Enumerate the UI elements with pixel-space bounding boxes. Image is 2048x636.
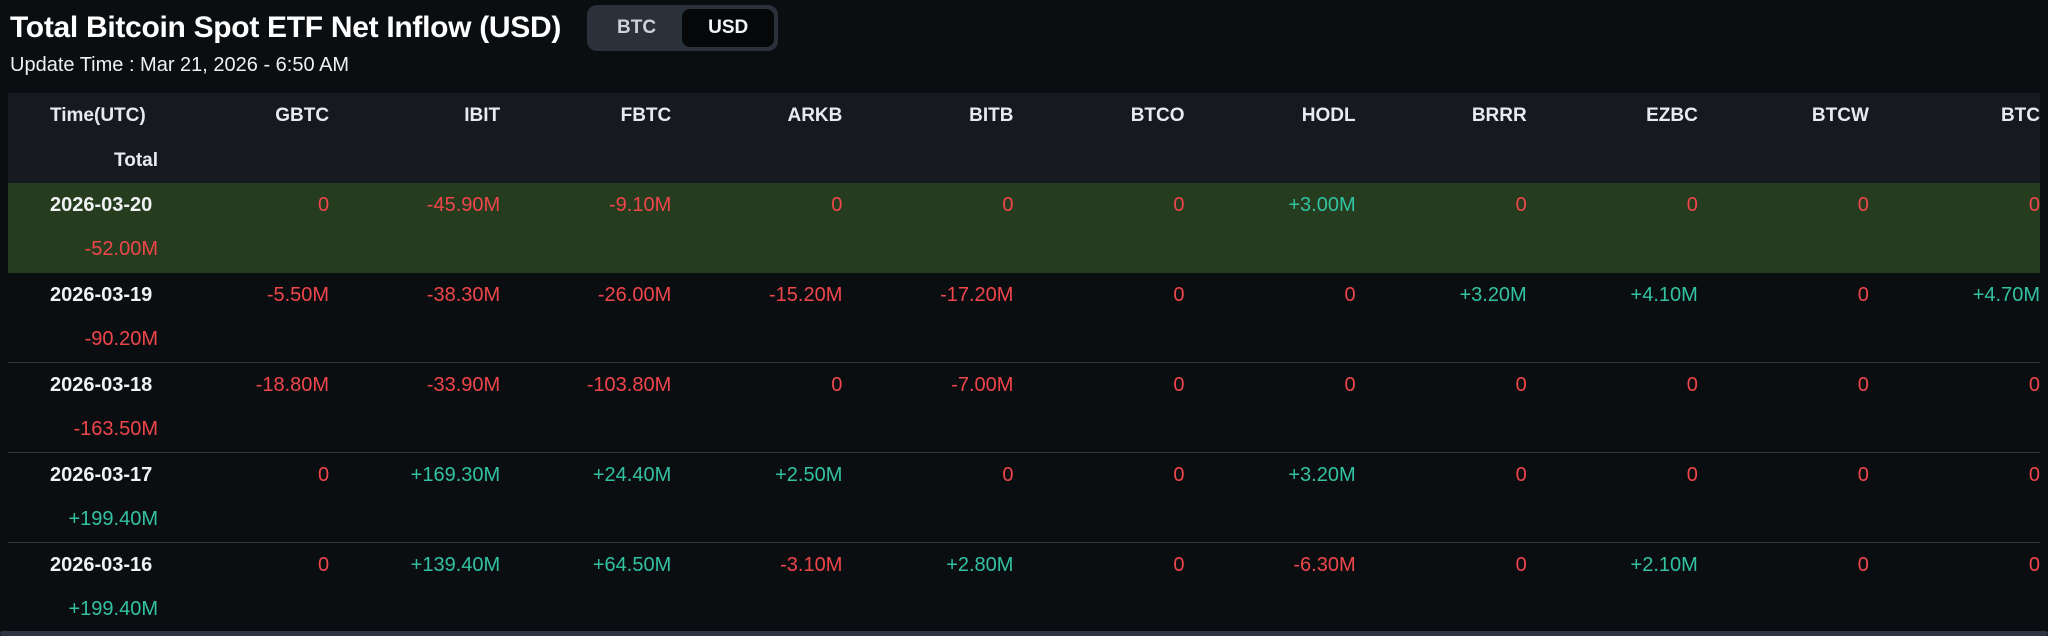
column-header-arkb: ARKB	[787, 104, 843, 126]
column-header-timeutc: Time(UTC)	[50, 104, 146, 126]
value-cell: +3.20M	[1459, 283, 1527, 306]
value-cell: 0	[1002, 463, 1014, 486]
value-cell: -38.30M	[426, 283, 501, 306]
row-date: 2026-03-19	[50, 283, 153, 306]
value-cell: +169.30M	[410, 463, 501, 486]
value-cell: +4.10M	[1630, 283, 1698, 306]
column-header-brrr: BRRR	[1471, 104, 1527, 126]
value-cell: 0	[1857, 193, 1869, 216]
value-cell: +2.10M	[1630, 553, 1698, 576]
value-cell: 0	[1857, 373, 1869, 396]
column-header-ezbc: EZBC	[1646, 104, 1698, 126]
row-date: 2026-03-17	[50, 463, 153, 486]
value-cell: 0	[1857, 553, 1869, 576]
value-cell: +24.40M	[592, 463, 672, 486]
value-cell: +3.20M	[1288, 463, 1356, 486]
table-row[interactable]: 2026-03-19 -5.50M -38.30M -26.00M -15.20M -17…	[8, 273, 2040, 363]
column-header-fbtc: FBTC	[620, 104, 672, 126]
value-cell: -15.20M	[768, 283, 843, 306]
currency-toggle[interactable]: BTC USD	[587, 5, 779, 51]
column-header-btco: BTCO	[1130, 104, 1185, 126]
table-header-row: Time(UTC) GBTC IBIT FBTC ARKB BITB BTCO HODL BRR…	[8, 93, 2040, 183]
column-header-btc: BTC	[2000, 104, 2040, 126]
value-cell: 0	[1173, 553, 1185, 576]
column-header-ibit: IBIT	[464, 104, 501, 126]
value-cell: 0	[1686, 373, 1698, 396]
value-cell: +139.40M	[410, 553, 501, 576]
value-cell: -7.00M	[951, 373, 1014, 396]
value-cell: +199.40M	[68, 508, 158, 531]
table-row[interactable]: 2026-03-16 0 +139.40M +64.50M -3.10M +2.80M 0 -…	[8, 543, 2040, 633]
column-header-bitb: BITB	[969, 104, 1014, 126]
value-cell: -52.00M	[84, 238, 158, 261]
value-cell: 0	[317, 193, 330, 216]
etf-inflow-table: Time(UTC) GBTC IBIT FBTC ARKB BITB BTCO HODL BRR…	[8, 93, 2040, 633]
row-date: 2026-03-18	[50, 373, 153, 396]
value-cell: +199.40M	[68, 598, 158, 621]
value-cell: 0	[2028, 463, 2040, 486]
value-cell: +2.80M	[946, 553, 1014, 576]
value-cell: +2.50M	[775, 463, 843, 486]
column-header-gbtc: GBTC	[275, 104, 330, 126]
update-time: Update Time : Mar 21, 2026 - 6:50 AM	[10, 54, 350, 76]
value-cell: 0	[1857, 283, 1869, 306]
value-cell: 0	[2028, 553, 2040, 576]
value-cell: 0	[1686, 463, 1698, 486]
value-cell: +64.50M	[592, 553, 672, 576]
value-cell: -3.10M	[780, 553, 843, 576]
row-date: 2026-03-20	[50, 193, 153, 216]
value-cell: -45.90M	[426, 193, 501, 216]
value-cell: 0	[1002, 193, 1014, 216]
toggle-usd-button[interactable]: USD	[682, 9, 775, 47]
table-row[interactable]: 2026-03-17 0 +169.30M +24.40M +2.50M 0 0 +3.20M…	[8, 453, 2040, 543]
value-cell: -6.30M	[1293, 553, 1356, 576]
value-cell: 0	[1173, 463, 1185, 486]
value-cell: 0	[1857, 463, 1869, 486]
value-cell: 0	[1344, 373, 1356, 396]
value-cell: -163.50M	[73, 418, 159, 441]
value-cell: +3.00M	[1288, 193, 1356, 216]
column-header-hodl: HODL	[1301, 104, 1356, 126]
column-header-btcw: BTCW	[1811, 104, 1869, 126]
toggle-btc-button[interactable]: BTC	[591, 9, 682, 47]
value-cell: 0	[317, 463, 330, 486]
title-bar: Total Bitcoin Spot ETF Net Inflow (USD) …	[0, 0, 2048, 51]
row-date: 2026-03-16	[50, 553, 153, 576]
value-cell: 0	[1173, 283, 1185, 306]
value-cell: 0	[831, 373, 843, 396]
table-row[interactable]: 2026-03-18 -18.80M -33.90M -103.80M 0 -7.00M 0…	[8, 363, 2040, 453]
value-cell: +4.70M	[1972, 283, 2040, 306]
table-row[interactable]: 2026-03-20 0 -45.90M -9.10M 0 0 0 +3.00M 0 0 0 0 -52…	[8, 183, 2040, 273]
value-cell: -5.50M	[266, 283, 330, 306]
value-cell: 0	[2028, 193, 2040, 216]
value-cell: 0	[1515, 193, 1527, 216]
value-cell: 0	[1515, 463, 1527, 486]
value-cell: 0	[1515, 553, 1527, 576]
table-body: 2026-03-20 0 -45.90M -9.10M 0 0 0 +3.00M 0 0 0 0 -52…	[8, 183, 2040, 633]
value-cell: -33.90M	[426, 373, 501, 396]
value-cell: -17.20M	[940, 283, 1014, 306]
horizontal-scrollbar[interactable]	[0, 631, 2048, 636]
value-cell: -9.10M	[609, 193, 672, 216]
column-header-total: Total	[114, 149, 158, 171]
value-cell: -26.00M	[597, 283, 672, 306]
value-cell: 0	[1686, 193, 1698, 216]
page-title: Total Bitcoin Spot ETF Net Inflow (USD)	[10, 11, 562, 44]
value-cell: 0	[1344, 283, 1356, 306]
value-cell: 0	[1173, 193, 1185, 216]
value-cell: 0	[1173, 373, 1185, 396]
value-cell: -103.80M	[586, 373, 672, 396]
value-cell: 0	[1515, 373, 1527, 396]
value-cell: 0	[2028, 373, 2040, 396]
value-cell: -18.80M	[255, 373, 330, 396]
value-cell: -90.20M	[84, 328, 158, 351]
value-cell: 0	[831, 193, 843, 216]
value-cell: 0	[317, 553, 330, 576]
